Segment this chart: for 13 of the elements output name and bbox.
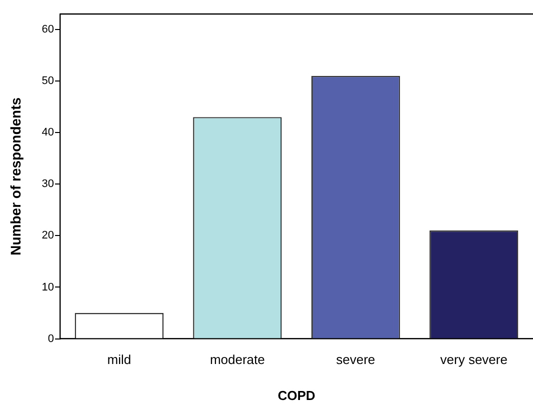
y-tick-label: 40 — [42, 126, 54, 139]
x-tick-label: mild — [107, 352, 132, 368]
y-tick-label: 20 — [42, 230, 54, 242]
x-tick-label: severe — [336, 352, 376, 368]
y-tick-label: 10 — [42, 281, 54, 294]
y-tick-label: 50 — [42, 75, 54, 88]
y-tick-label: 30 — [42, 178, 54, 190]
x-tick-label: very severe — [440, 352, 508, 368]
x-axis-title: COPD — [278, 388, 316, 403]
x-tick-label: moderate — [210, 352, 265, 368]
y-tick-label: 0 — [48, 332, 54, 345]
y-axis-title: Number of respondents — [7, 97, 24, 256]
y-tick-label: 60 — [42, 24, 54, 36]
